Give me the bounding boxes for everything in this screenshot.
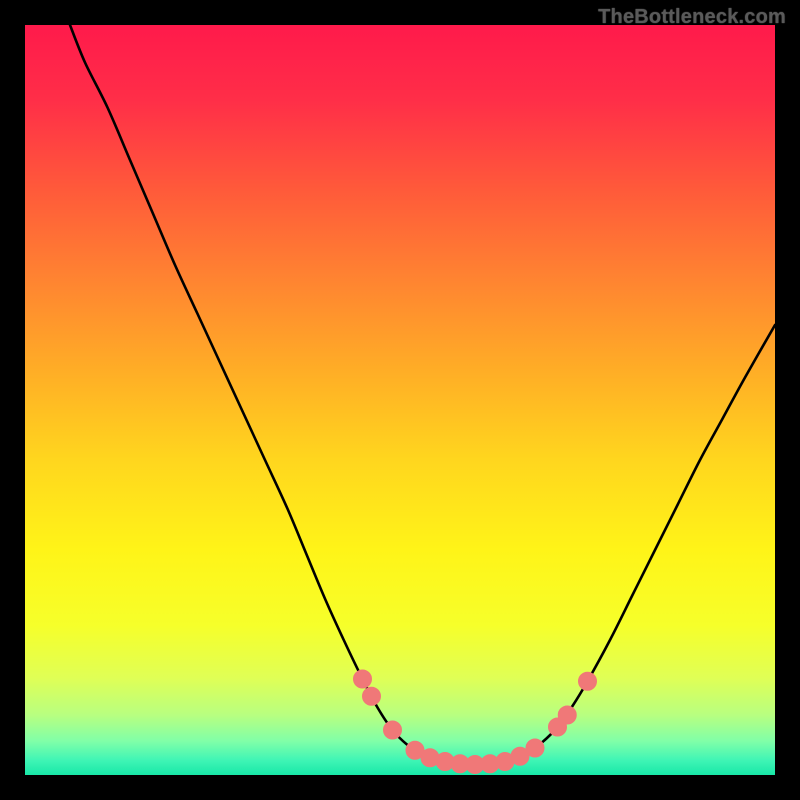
data-marker	[384, 721, 402, 739]
watermark-label: TheBottleneck.com	[598, 6, 786, 29]
bottleneck-curve-plot	[0, 0, 800, 800]
data-marker	[363, 687, 381, 705]
data-marker	[354, 670, 372, 688]
data-marker	[579, 672, 597, 690]
chart-frame: TheBottleneck.com	[0, 0, 800, 800]
data-marker	[558, 706, 576, 724]
gradient-background	[25, 25, 775, 775]
data-marker	[526, 739, 544, 757]
